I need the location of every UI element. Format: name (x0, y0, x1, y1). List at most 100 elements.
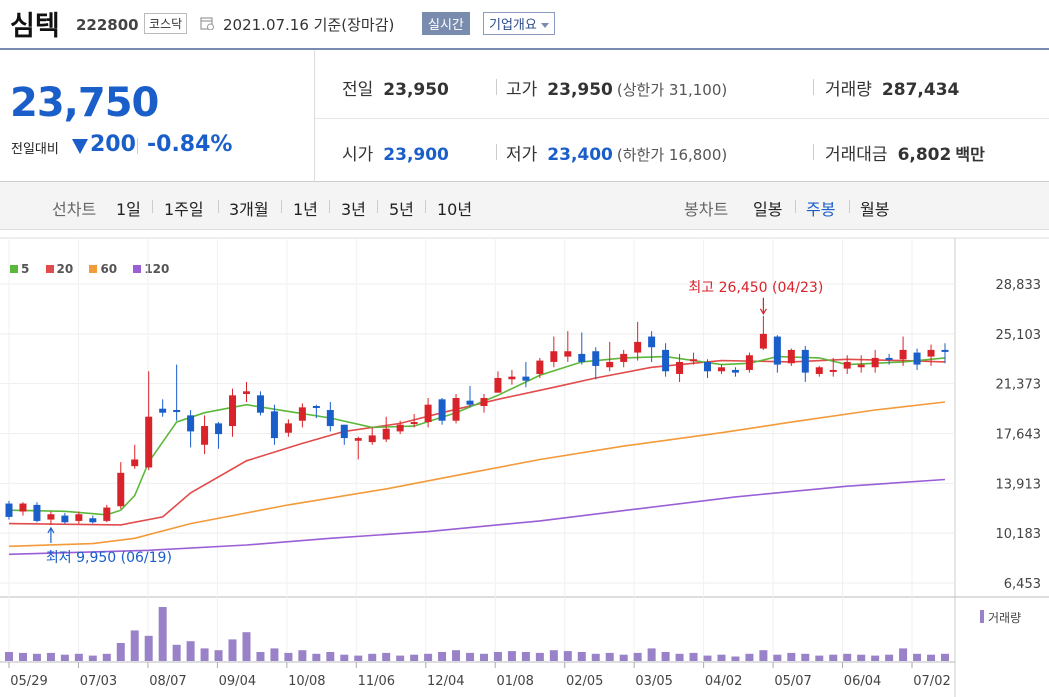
volume-bar (60, 654, 69, 661)
candle-body (33, 504, 41, 521)
x-tick-label: 12/04 (427, 674, 464, 689)
candle-weekly[interactable]: 주봉 (806, 200, 836, 219)
company-overview-dropdown[interactable]: 기업개요 (483, 12, 555, 35)
candle-body (717, 367, 725, 372)
volume-bar (298, 650, 307, 661)
candle-body (550, 351, 558, 362)
volume-bar (144, 635, 153, 661)
amount-label: 거래대금 (825, 145, 888, 165)
volume-bar (438, 652, 447, 661)
divider (281, 200, 282, 213)
candle-body (256, 395, 264, 413)
divider (496, 144, 497, 160)
period-1y[interactable]: 1년 (293, 200, 318, 219)
compare-label: 전일대비 (11, 142, 59, 157)
candle-body (284, 423, 292, 433)
period-1d[interactable]: 1일 (116, 200, 141, 219)
volume-bar (424, 653, 433, 661)
realtime-button[interactable]: 실시간 (422, 12, 470, 35)
legend-swatch (133, 265, 142, 273)
candle-body (899, 349, 907, 360)
period-1w[interactable]: 1주일 (164, 200, 204, 219)
candle-body (117, 472, 125, 507)
volume-bar (745, 653, 754, 661)
volume-bar (773, 654, 782, 661)
volume-bar (941, 653, 949, 661)
candle-body (606, 361, 614, 368)
volume-bar (270, 648, 279, 661)
lower-limit: (하한가 16,800) (616, 146, 728, 164)
x-tick-label: 04/02 (705, 674, 742, 689)
x-tick-label: 08/07 (149, 674, 186, 689)
candle-body (173, 410, 181, 413)
x-tick-label: 03/05 (635, 674, 672, 689)
volume-bar (857, 654, 866, 661)
volume-bar (829, 654, 838, 661)
candle-body (522, 376, 530, 381)
volume-bar (158, 607, 167, 661)
market-badge: 코스닥 (144, 13, 188, 34)
candle-daily[interactable]: 일봉 (753, 200, 783, 219)
candle-body (382, 428, 390, 440)
candle-body (927, 349, 935, 357)
volume-bar (899, 648, 908, 661)
volume-bar (130, 630, 139, 661)
volume-bar (507, 651, 516, 661)
volume-bar (535, 652, 544, 661)
volume-bar (116, 643, 125, 661)
volume-bar (913, 653, 922, 661)
candle-body (494, 377, 502, 393)
ma-legend: 5 20 60 120 (10, 262, 181, 276)
candle-body (201, 426, 209, 445)
upper-limit: (상한가 31,100) (616, 81, 728, 99)
candle-body (187, 415, 195, 432)
legend-item: 60 (89, 262, 117, 276)
volume-bar (479, 653, 488, 661)
volume-legend-label: 거래량 (988, 611, 1021, 625)
legend-swatch (89, 265, 98, 273)
candle-body (508, 376, 516, 380)
open-value: 23,900 (383, 145, 449, 165)
candle-body (787, 349, 795, 364)
divider (218, 200, 219, 213)
x-tick-label: 07/02 (913, 674, 950, 689)
volume-bar (256, 652, 265, 661)
period-3y[interactable]: 3년 (341, 200, 366, 219)
candle-chart-label: 봉차트 (684, 200, 729, 219)
legend-label: 120 (144, 262, 170, 276)
candle-body (424, 404, 432, 423)
prev-close: 전일 23,950 (342, 75, 449, 100)
x-tick-label: 06/04 (844, 674, 881, 689)
candle-body (480, 398, 488, 407)
divider (329, 200, 330, 213)
candle-body (676, 361, 684, 374)
divider (137, 138, 138, 154)
candle-body (410, 422, 418, 425)
volume-bar (647, 648, 656, 661)
prev-close-value: 23,950 (383, 80, 449, 100)
period-3m[interactable]: 3개월 (229, 200, 269, 219)
stock-code: 222800 (76, 16, 139, 34)
legend-swatch (45, 265, 54, 273)
volume-bar (368, 653, 377, 661)
candle-body (229, 395, 237, 427)
candle-body (759, 333, 767, 349)
change-percent: -0.84% (147, 132, 233, 157)
volume-bar (493, 652, 502, 661)
volume-bar (354, 655, 363, 661)
y-tick-label: 6,453 (1004, 577, 1041, 592)
prev-close-label: 전일 (342, 80, 374, 100)
volume-bar (717, 654, 726, 661)
period-5y[interactable]: 5년 (389, 200, 414, 219)
candle-monthly[interactable]: 월봉 (860, 200, 890, 219)
current-price: 23,750 (10, 80, 159, 126)
x-tick-label: 02/05 (566, 674, 603, 689)
volume-bar (32, 653, 41, 661)
volume-bar (452, 650, 461, 661)
period-10y[interactable]: 10년 (437, 200, 473, 219)
change-value: 200 (90, 132, 136, 157)
y-tick-label: 13,913 (996, 477, 1042, 492)
divider (315, 118, 1049, 119)
candle-body (690, 359, 698, 362)
